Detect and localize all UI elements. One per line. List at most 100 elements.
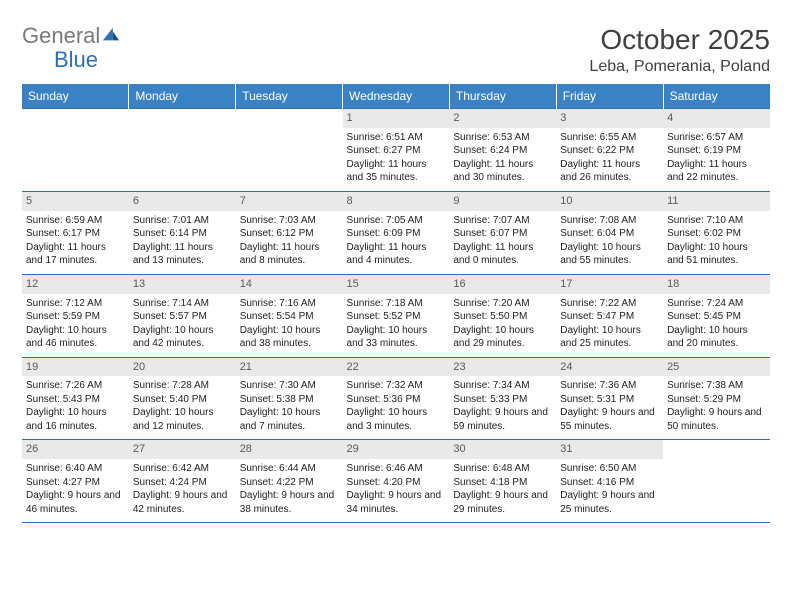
calendar-cell: 9 Sunrise: 7:07 AMSunset: 6:07 PMDaylight… <box>449 191 556 274</box>
calendar-cell: 20 Sunrise: 7:28 AMSunset: 5:40 PMDayligh… <box>129 357 236 440</box>
weekday-header: Wednesday <box>343 84 450 109</box>
calendar-cell: 1Sunrise: 6:51 AMSunset: 6:27 PMDaylight… <box>343 109 450 192</box>
day-number: 15 <box>343 275 450 294</box>
day-details: Sunrise: 6:50 AMSunset: 4:16 PMDaylight:… <box>560 462 659 516</box>
calendar-cell: .. <box>129 109 236 192</box>
calendar-cell: 21Sunrise: 7:30 AMSunset: 5:38 PMDayligh… <box>236 357 343 440</box>
location: Leba, Pomerania, Poland <box>589 58 770 76</box>
calendar-cell: 23 Sunrise: 7:34 AMSunset: 5:33 PMDayligh… <box>449 357 556 440</box>
bottom-rule <box>22 522 770 523</box>
day-number: 29 <box>343 440 450 459</box>
day-number: 26 <box>22 440 129 459</box>
weekday-header: Tuesday <box>236 84 343 109</box>
day-details: Sunrise: 7:16 AMSunset: 5:54 PMDaylight:… <box>240 297 339 351</box>
calendar-week-row: 5Sunrise: 6:59 AMSunset: 6:17 PMDaylight… <box>22 191 770 274</box>
calendar-cell: 6 Sunrise: 7:01 AMSunset: 6:14 PMDaylight… <box>129 191 236 274</box>
day-details: Sunrise: 7:18 AMSunset: 5:52 PMDaylight:… <box>347 297 446 351</box>
day-details: Sunrise: 6:55 AMSunset: 6:22 PMDaylight:… <box>560 131 659 185</box>
calendar-cell: 10 Sunrise: 7:08 AMSunset: 6:04 PMDayligh… <box>556 191 663 274</box>
calendar-cell: 18 Sunrise: 7:24 AMSunset: 5:45 PMDayligh… <box>663 274 770 357</box>
day-details: Sunrise: 7:36 AMSunset: 5:31 PMDaylight:… <box>560 379 659 433</box>
day-details: Sunrise: 7:05 AMSunset: 6:09 PMDaylight:… <box>347 214 446 268</box>
page: General Blue October 2025 Leba, Pomerani… <box>0 0 792 541</box>
day-details: Sunrise: 6:51 AMSunset: 6:27 PMDaylight:… <box>347 131 446 185</box>
calendar-cell: 7 Sunrise: 7:03 AMSunset: 6:12 PMDaylight… <box>236 191 343 274</box>
day-number: 19 <box>22 358 129 377</box>
calendar-cell: .. <box>663 440 770 522</box>
day-details: Sunrise: 7:30 AMSunset: 5:38 PMDaylight:… <box>240 379 339 433</box>
day-number: 6 <box>129 192 236 211</box>
day-details: Sunrise: 7:01 AMSunset: 6:14 PMDaylight:… <box>133 214 232 268</box>
weekday-header: Thursday <box>449 84 556 109</box>
calendar-cell: .. <box>22 109 129 192</box>
day-details: Sunrise: 7:28 AMSunset: 5:40 PMDaylight:… <box>133 379 232 433</box>
calendar-cell: 16Sunrise: 7:20 AMSunset: 5:50 PMDayligh… <box>449 274 556 357</box>
day-number: 2 <box>449 109 556 128</box>
day-number: 22 <box>343 358 450 377</box>
day-number: 20 <box>129 358 236 377</box>
day-number: 17 <box>556 275 663 294</box>
day-number: 13 <box>129 275 236 294</box>
logo-text: General Blue <box>22 24 100 72</box>
day-number: 3 <box>556 109 663 128</box>
day-number: 28 <box>236 440 343 459</box>
day-number: 18 <box>663 275 770 294</box>
day-details: Sunrise: 7:24 AMSunset: 5:45 PMDaylight:… <box>667 297 766 351</box>
calendar-cell: 27Sunrise: 6:42 AMSunset: 4:24 PMDayligh… <box>129 440 236 522</box>
calendar-week-row: 26 Sunrise: 6:40 AMSunset: 4:27 PMDayligh… <box>22 440 770 522</box>
calendar-cell: 29 Sunrise: 6:46 AMSunset: 4:20 PMDayligh… <box>343 440 450 522</box>
day-number: 16 <box>449 275 556 294</box>
calendar-cell: 5Sunrise: 6:59 AMSunset: 6:17 PMDaylight… <box>22 191 129 274</box>
logo-word2: Blue <box>54 47 98 72</box>
calendar-cell: 14 Sunrise: 7:16 AMSunset: 5:54 PMDayligh… <box>236 274 343 357</box>
weekday-header: Saturday <box>663 84 770 109</box>
calendar-cell: 2 Sunrise: 6:53 AMSunset: 6:24 PMDaylight… <box>449 109 556 192</box>
calendar-cell: 4Sunrise: 6:57 AMSunset: 6:19 PMDaylight… <box>663 109 770 192</box>
month-title: October 2025 <box>589 24 770 56</box>
logo-word1: General <box>22 23 100 48</box>
calendar-cell: 11Sunrise: 7:10 AMSunset: 6:02 PMDayligh… <box>663 191 770 274</box>
day-number: 12 <box>22 275 129 294</box>
calendar-cell: 12 Sunrise: 7:12 AMSunset: 5:59 PMDayligh… <box>22 274 129 357</box>
calendar-cell: 15 Sunrise: 7:18 AMSunset: 5:52 PMDayligh… <box>343 274 450 357</box>
day-details: Sunrise: 7:22 AMSunset: 5:47 PMDaylight:… <box>560 297 659 351</box>
calendar-week-row: 12 Sunrise: 7:12 AMSunset: 5:59 PMDayligh… <box>22 274 770 357</box>
calendar-cell: 26 Sunrise: 6:40 AMSunset: 4:27 PMDayligh… <box>22 440 129 522</box>
calendar-cell: 28 Sunrise: 6:44 AMSunset: 4:22 PMDayligh… <box>236 440 343 522</box>
day-number: 10 <box>556 192 663 211</box>
day-details: Sunrise: 7:38 AMSunset: 5:29 PMDaylight:… <box>667 379 766 433</box>
calendar-cell: 13Sunrise: 7:14 AMSunset: 5:57 PMDayligh… <box>129 274 236 357</box>
day-details: Sunrise: 6:53 AMSunset: 6:24 PMDaylight:… <box>453 131 552 185</box>
calendar-week-row: 19Sunrise: 7:26 AMSunset: 5:43 PMDayligh… <box>22 357 770 440</box>
triangle-icon <box>102 26 120 44</box>
day-details: Sunrise: 7:03 AMSunset: 6:12 PMDaylight:… <box>240 214 339 268</box>
calendar-cell: 19Sunrise: 7:26 AMSunset: 5:43 PMDayligh… <box>22 357 129 440</box>
day-number: 25 <box>663 358 770 377</box>
day-number: 23 <box>449 358 556 377</box>
day-details: Sunrise: 6:57 AMSunset: 6:19 PMDaylight:… <box>667 131 766 185</box>
header: General Blue October 2025 Leba, Pomerani… <box>22 24 770 76</box>
day-details: Sunrise: 7:12 AMSunset: 5:59 PMDaylight:… <box>26 297 125 351</box>
day-details: Sunrise: 6:44 AMSunset: 4:22 PMDaylight:… <box>240 462 339 516</box>
day-number: 14 <box>236 275 343 294</box>
weekday-header: Sunday <box>22 84 129 109</box>
day-details: Sunrise: 6:40 AMSunset: 4:27 PMDaylight:… <box>26 462 125 516</box>
calendar-cell: .. <box>236 109 343 192</box>
day-details: Sunrise: 6:46 AMSunset: 4:20 PMDaylight:… <box>347 462 446 516</box>
day-details: Sunrise: 7:34 AMSunset: 5:33 PMDaylight:… <box>453 379 552 433</box>
weekday-header: Friday <box>556 84 663 109</box>
day-details: Sunrise: 6:59 AMSunset: 6:17 PMDaylight:… <box>26 214 125 268</box>
day-number: 9 <box>449 192 556 211</box>
calendar-cell: 30Sunrise: 6:48 AMSunset: 4:18 PMDayligh… <box>449 440 556 522</box>
day-number: 24 <box>556 358 663 377</box>
day-details: Sunrise: 7:07 AMSunset: 6:07 PMDaylight:… <box>453 214 552 268</box>
day-number: 27 <box>129 440 236 459</box>
calendar-table: SundayMondayTuesdayWednesdayThursdayFrid… <box>22 84 770 522</box>
day-number: 7 <box>236 192 343 211</box>
day-number: 30 <box>449 440 556 459</box>
calendar-week-row: ......1Sunrise: 6:51 AMSunset: 6:27 PMDa… <box>22 109 770 192</box>
calendar-cell: 24 Sunrise: 7:36 AMSunset: 5:31 PMDayligh… <box>556 357 663 440</box>
calendar-cell: 17 Sunrise: 7:22 AMSunset: 5:47 PMDayligh… <box>556 274 663 357</box>
day-details: Sunrise: 7:08 AMSunset: 6:04 PMDaylight:… <box>560 214 659 268</box>
day-number: 11 <box>663 192 770 211</box>
